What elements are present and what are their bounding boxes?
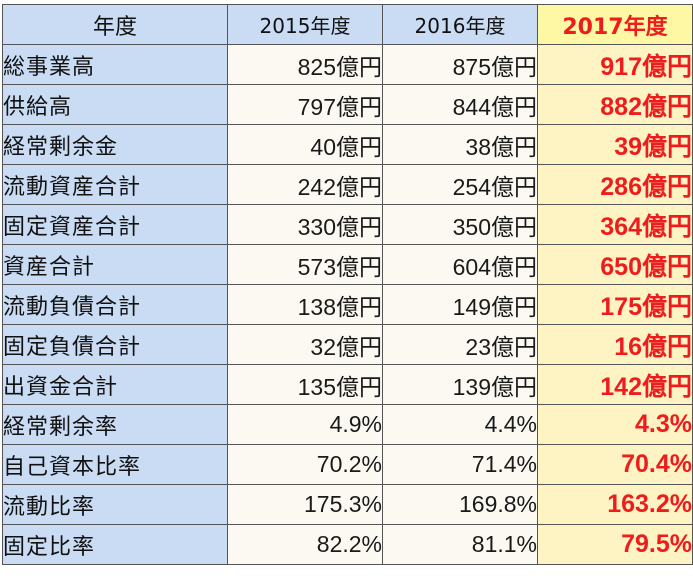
value-2015: 135億円: [227, 364, 383, 405]
value-2017: 142億円: [537, 364, 693, 405]
value-2015: 573億円: [227, 244, 383, 285]
table-row: 経常剰余率 4.9% 4.4% 4.3%: [2, 404, 693, 445]
table-row: 経常剰余金 40億円 38億円 39億円: [2, 124, 693, 165]
value-2016: 38億円: [382, 124, 538, 165]
table-row: 自己資本比率 70.2% 71.4% 70.4%: [2, 444, 693, 485]
value-2016: 875億円: [382, 44, 538, 85]
table-row: 固定比率 82.2% 81.1% 79.5%: [2, 524, 693, 565]
row-label: 固定負債合計: [2, 324, 228, 365]
header-year-label: 年度: [2, 4, 228, 45]
value-2016: 139億円: [382, 364, 538, 405]
value-2016: 350億円: [382, 204, 538, 245]
row-label: 固定比率: [2, 524, 228, 565]
value-2016: 4.4%: [382, 404, 538, 445]
value-2016: 844億円: [382, 84, 538, 125]
value-2017: 70.4%: [537, 444, 693, 485]
value-2015: 138億円: [227, 284, 383, 325]
value-2017: 917億円: [537, 44, 693, 85]
header-2016: 2016年度: [382, 4, 538, 45]
table-row: 流動比率 175.3% 169.8% 163.2%: [2, 484, 693, 525]
value-2015: 40億円: [227, 124, 383, 165]
value-2015: 825億円: [227, 44, 383, 85]
table-row: 資産合計 573億円 604億円 650億円: [2, 244, 693, 285]
row-label: 流動比率: [2, 484, 228, 525]
row-label: 流動資産合計: [2, 164, 228, 205]
value-2015: 70.2%: [227, 444, 383, 485]
row-label: 経常剰余率: [2, 404, 228, 445]
header-2017: 2017年度: [537, 4, 693, 45]
value-2015: 82.2%: [227, 524, 383, 565]
value-2016: 169.8%: [382, 484, 538, 525]
row-label: 資産合計: [2, 244, 228, 285]
value-2016: 149億円: [382, 284, 538, 325]
table-row: 固定負債合計 32億円 23億円 16億円: [2, 324, 693, 365]
row-label: 経常剰余金: [2, 124, 228, 165]
header-row: 年度 2015年度 2016年度 2017年度: [2, 4, 693, 45]
value-2017: 650億円: [537, 244, 693, 285]
value-2016: 604億円: [382, 244, 538, 285]
table-row: 供給高 797億円 844億円 882億円: [2, 84, 693, 125]
value-2017: 79.5%: [537, 524, 693, 565]
value-2016: 254億円: [382, 164, 538, 205]
row-label: 供給高: [2, 84, 228, 125]
value-2015: 4.9%: [227, 404, 383, 445]
value-2017: 364億円: [537, 204, 693, 245]
value-2017: 39億円: [537, 124, 693, 165]
header-2015: 2015年度: [227, 4, 383, 45]
row-label: 流動負債合計: [2, 284, 228, 325]
table-row: 出資金合計 135億円 139億円 142億円: [2, 364, 693, 405]
value-2016: 81.1%: [382, 524, 538, 565]
value-2015: 797億円: [227, 84, 383, 125]
value-2017: 163.2%: [537, 484, 693, 525]
value-2015: 32億円: [227, 324, 383, 365]
value-2017: 286億円: [537, 164, 693, 205]
value-2017: 16億円: [537, 324, 693, 365]
table-row: 総事業高 825億円 875億円 917億円: [2, 44, 693, 85]
value-2017: 175億円: [537, 284, 693, 325]
value-2015: 330億円: [227, 204, 383, 245]
value-2016: 23億円: [382, 324, 538, 365]
financial-table: 年度 2015年度 2016年度 2017年度 総事業高 825億円 875億円…: [2, 4, 693, 565]
row-label: 自己資本比率: [2, 444, 228, 485]
value-2015: 175.3%: [227, 484, 383, 525]
value-2017: 4.3%: [537, 404, 693, 445]
value-2015: 242億円: [227, 164, 383, 205]
table-row: 固定資産合計 330億円 350億円 364億円: [2, 204, 693, 245]
value-2016: 71.4%: [382, 444, 538, 485]
row-label: 出資金合計: [2, 364, 228, 405]
row-label: 総事業高: [2, 44, 228, 85]
row-label: 固定資産合計: [2, 204, 228, 245]
table-row: 流動負債合計 138億円 149億円 175億円: [2, 284, 693, 325]
table-row: 流動資産合計 242億円 254億円 286億円: [2, 164, 693, 205]
value-2017: 882億円: [537, 84, 693, 125]
